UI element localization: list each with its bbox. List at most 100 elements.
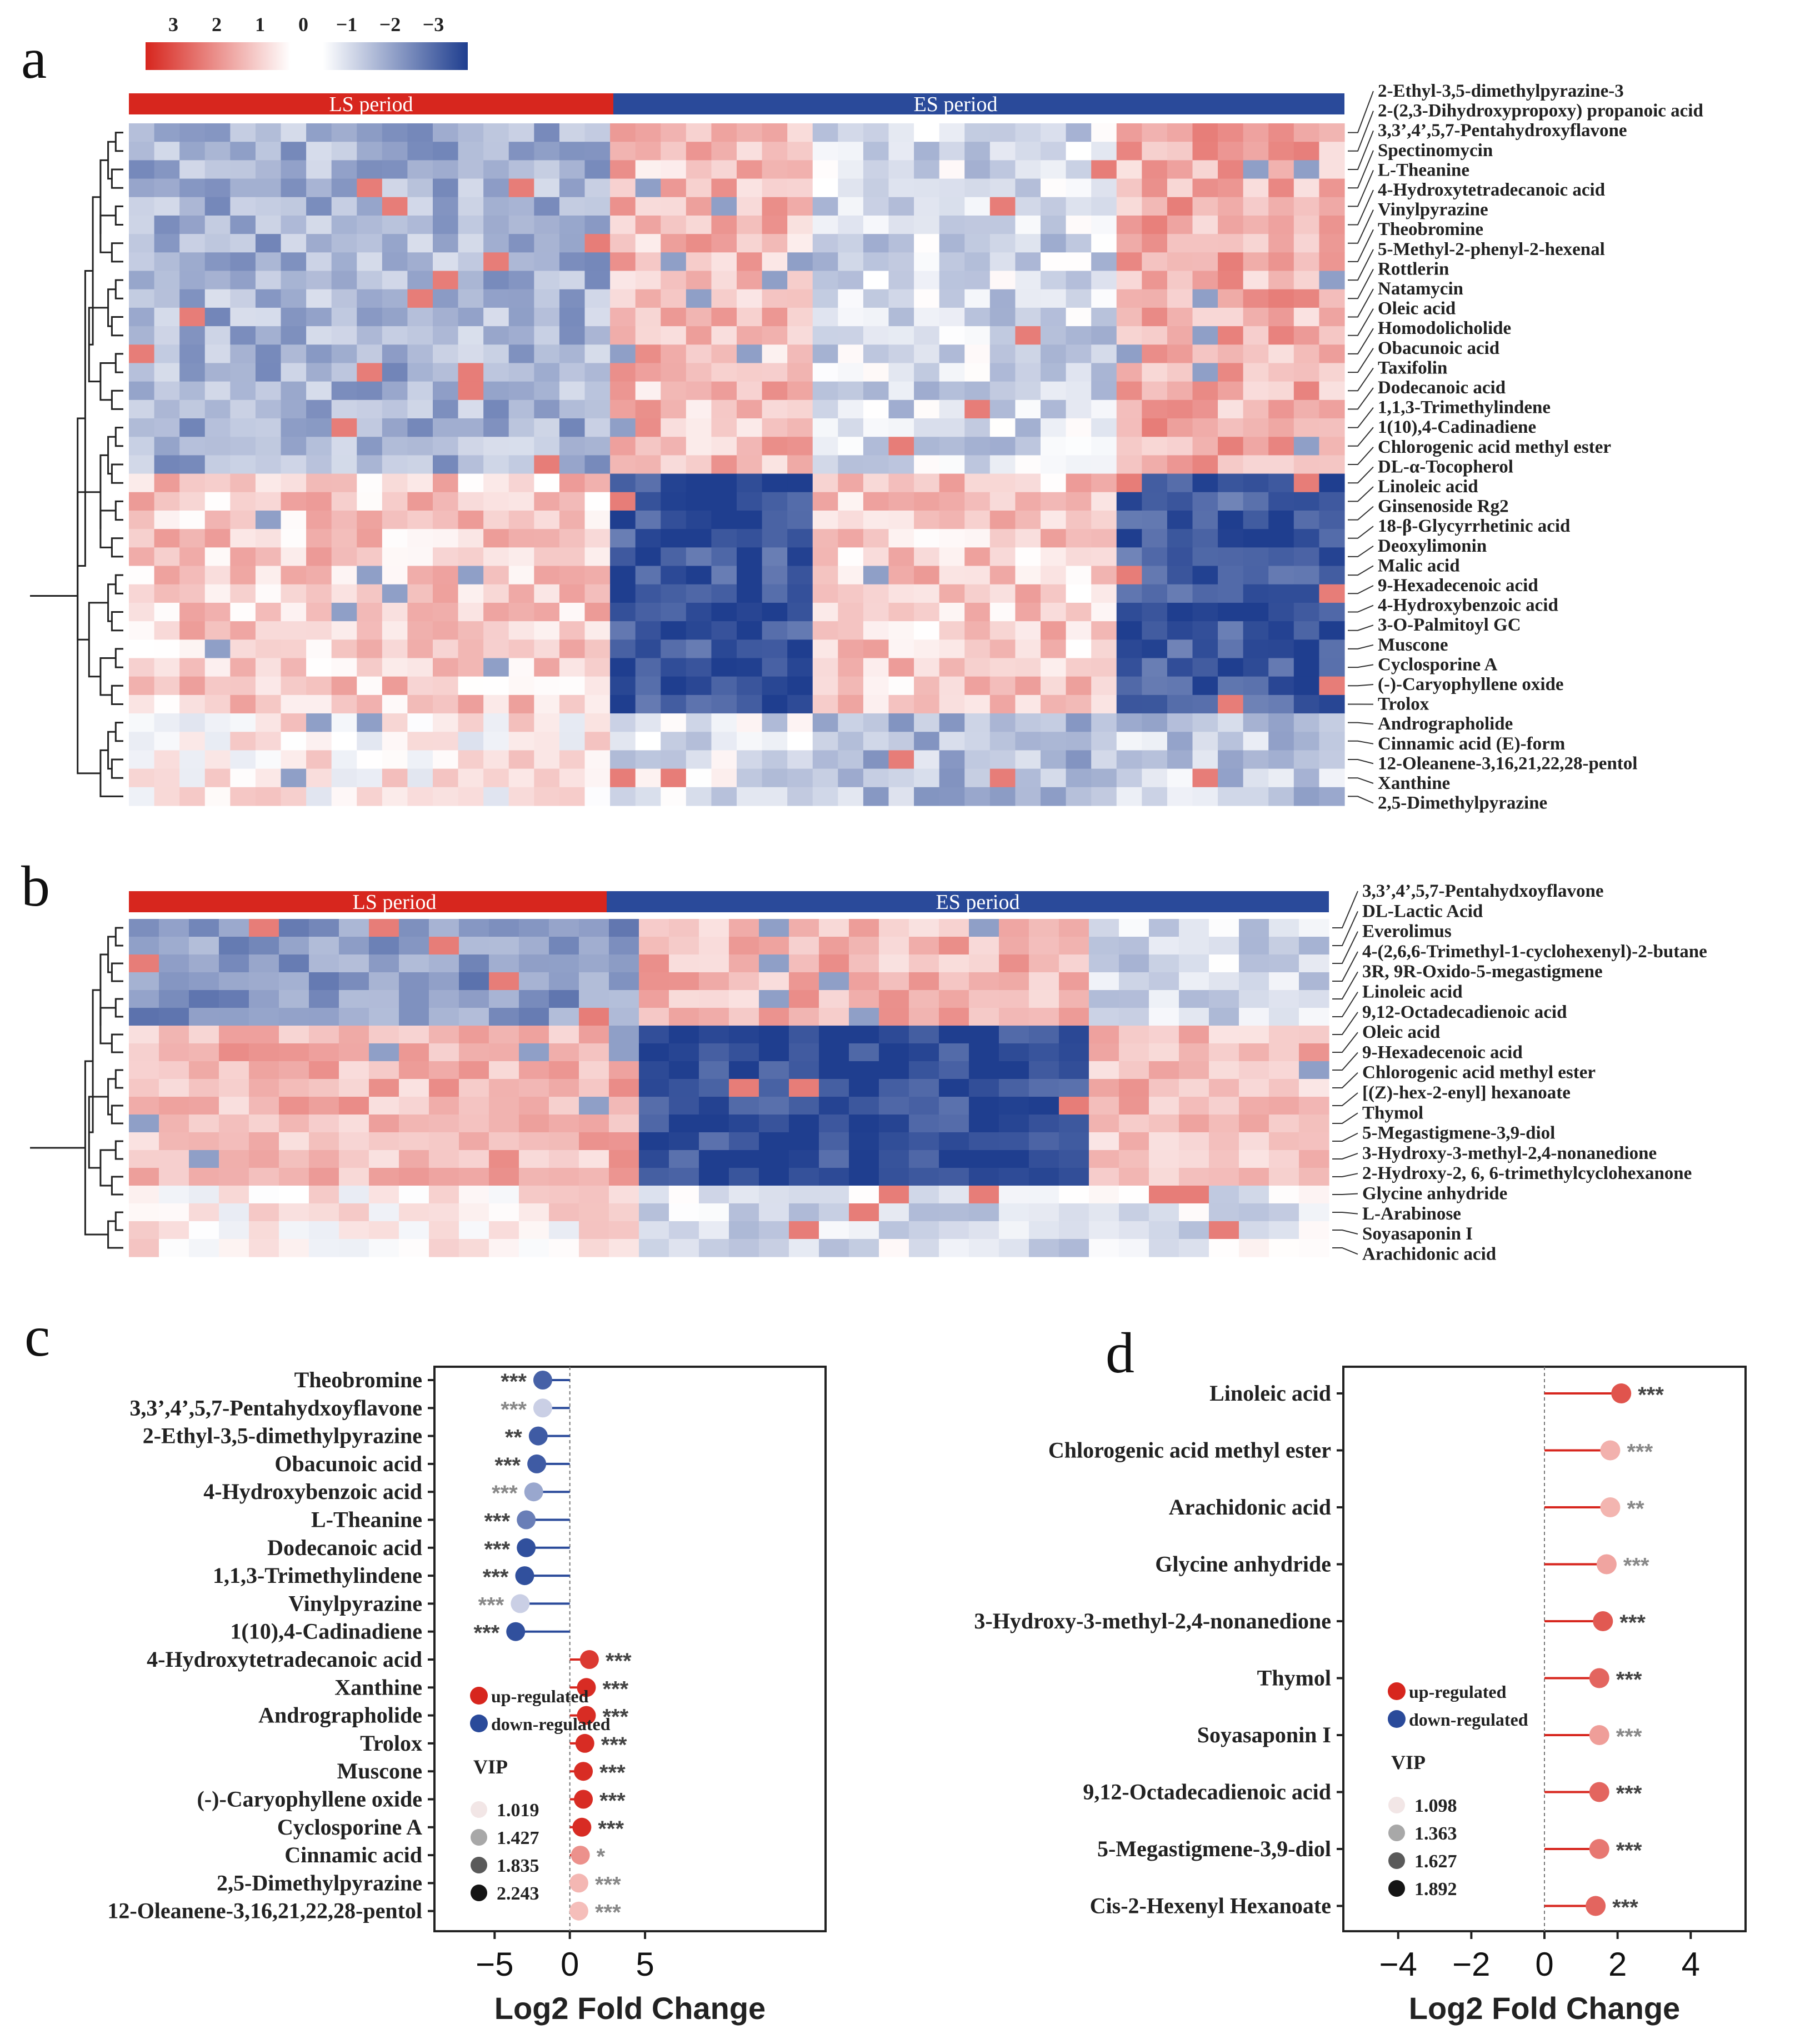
color-scale-tick: −2 [379, 13, 401, 36]
heatmap-cell [914, 547, 940, 567]
heatmap-cell [1243, 271, 1269, 290]
heatmap-cell [129, 1239, 159, 1257]
heatmap-cell [204, 732, 231, 751]
heatmap-cell [1209, 1079, 1239, 1097]
heatmap-cell [838, 271, 864, 290]
heatmap-cell [1319, 215, 1345, 234]
heatmap-cell [1041, 307, 1067, 327]
heatmap-cell [762, 676, 788, 696]
heatmap-cell [914, 455, 940, 474]
heatmap-cell [579, 1132, 609, 1151]
heatmap-cell [1091, 602, 1117, 622]
heatmap-cell [699, 1008, 729, 1026]
heatmap-cell [812, 676, 838, 696]
lollipop-point [579, 1650, 599, 1669]
heatmap-cell [1116, 142, 1142, 161]
heatmap-cell [1167, 455, 1193, 474]
heatmap-cell [879, 1239, 909, 1257]
heatmap-cell [1243, 584, 1269, 603]
heatmap-cell [914, 252, 940, 272]
heatmap-cell [154, 252, 180, 272]
heatmap-cell [230, 492, 256, 511]
heatmap-cell [661, 492, 687, 511]
heatmap-cell [204, 584, 231, 603]
heatmap-cell [584, 234, 611, 253]
heatmap-cell [610, 234, 636, 253]
heatmap-cell [1218, 676, 1244, 696]
heatmap-cell [519, 1115, 549, 1133]
heatmap-cell [909, 1186, 939, 1204]
significance-stars: *** [484, 1510, 510, 1534]
heatmap-cell [1209, 1186, 1239, 1204]
heatmap-cell [489, 990, 519, 1008]
heatmap-cell [989, 234, 1016, 253]
heatmap-cell [129, 197, 155, 216]
heatmap-cell [1239, 1079, 1269, 1097]
heatmap-cell [1268, 178, 1294, 198]
heatmap-row-label: 9,12-Octadecadienoic acid [1362, 1002, 1567, 1022]
dendrogram-branch [111, 1176, 123, 1196]
heatmap-cell [909, 919, 939, 937]
row-label-leader [1332, 891, 1358, 928]
heatmap-cell [579, 1061, 609, 1080]
heatmap-cell [661, 307, 687, 327]
heatmap-cell [1015, 768, 1041, 788]
heatmap-cell [1167, 492, 1193, 511]
heatmap-cell [230, 123, 256, 142]
heatmap-cell [1029, 937, 1059, 955]
heatmap-cell [1015, 160, 1041, 179]
heatmap-cell [838, 307, 864, 327]
heatmap-cell [179, 455, 206, 474]
heatmap-cell [989, 768, 1016, 788]
heatmap-cell [909, 937, 939, 955]
heatmap-cell [1243, 418, 1269, 437]
heatmap-cell [639, 990, 669, 1008]
heatmap-cell [635, 418, 661, 437]
heatmap-cell [1066, 658, 1092, 677]
heatmap-cell [838, 566, 864, 585]
heatmap-cell [1015, 529, 1041, 548]
heatmap-cell [1209, 1168, 1239, 1186]
heatmap-cell [1179, 1168, 1209, 1186]
heatmap-cell [964, 492, 991, 511]
heatmap-cell [969, 1115, 999, 1133]
heatmap-cell [737, 566, 763, 585]
heatmap-cell [382, 344, 408, 364]
heatmap-cell [230, 658, 256, 677]
heatmap-cell [407, 694, 433, 714]
heatmap-cell [255, 215, 282, 234]
heatmap-cell [939, 307, 965, 327]
heatmap-cell [369, 1026, 399, 1044]
row-label-leader [1332, 911, 1358, 946]
heatmap-cell [407, 271, 433, 290]
heatmap-cell [549, 1132, 579, 1151]
heatmap-cell [534, 197, 560, 216]
heatmap-cell [1142, 584, 1168, 603]
heatmap-cell [1167, 344, 1193, 364]
heatmap-cell [459, 1043, 489, 1062]
lollipop-point [1589, 1839, 1609, 1859]
heatmap-cell [909, 972, 939, 991]
group-label-es-a: ES period [914, 93, 998, 116]
heatmap-cell [1243, 234, 1269, 253]
heatmap-cell [559, 732, 586, 751]
heatmap-cell [489, 1026, 519, 1044]
heatmap-cell [1167, 418, 1193, 437]
heatmap-cell [255, 473, 282, 493]
heatmap-cell [849, 1168, 879, 1186]
panel-letter-d: d [1106, 1321, 1134, 1385]
heatmap-cell [129, 1203, 159, 1222]
heatmap-cell [759, 1061, 789, 1080]
heatmap-b-dendrogram [30, 927, 123, 1249]
heatmap-cell [230, 178, 256, 198]
lollipop-point [1611, 1383, 1632, 1403]
heatmap-cell [1089, 937, 1119, 955]
heatmap-cell [1269, 1186, 1299, 1204]
heatmap-cell [686, 602, 712, 622]
heatmap-cell [661, 215, 687, 234]
heatmap-cell [1142, 639, 1168, 659]
heatmap-cell [1167, 768, 1193, 788]
heatmap-cell [1209, 1150, 1239, 1168]
heatmap-cell [686, 418, 712, 437]
significance-stars: *** [501, 1397, 527, 1422]
